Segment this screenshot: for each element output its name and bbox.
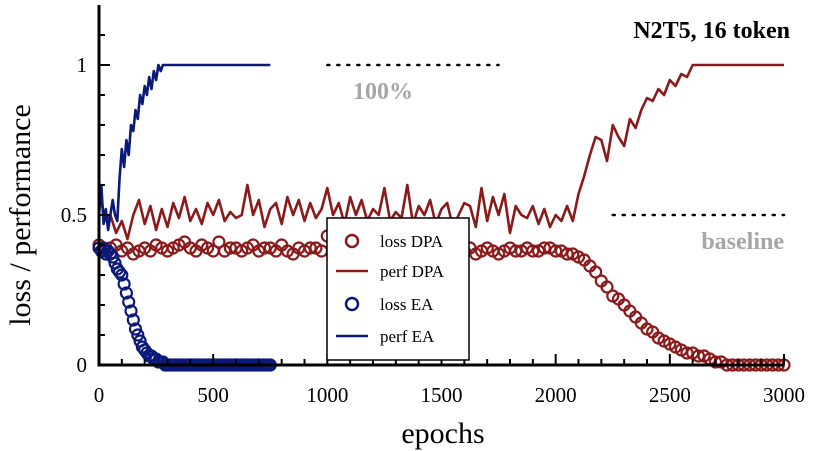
point-loss-ea	[106, 250, 120, 264]
point-loss-ea	[115, 268, 129, 282]
point-loss-dpa	[509, 244, 523, 258]
y-axis-label: loss / performance	[4, 104, 37, 326]
point-loss-ea	[126, 313, 140, 327]
legend-label-loss-ea: loss EA	[380, 295, 434, 314]
tick-labels: 0 500 1000 1500 2000 2500 3000 0 0.5 1	[61, 53, 805, 407]
point-loss-ea	[117, 277, 131, 291]
series-loss-ea	[92, 241, 277, 372]
point-loss-ea	[124, 304, 138, 318]
axes	[97, 5, 785, 367]
legend-label-loss-dpa: loss DPA	[380, 232, 444, 251]
point-loss-dpa	[303, 241, 317, 255]
y-tick-label: 0.5	[61, 203, 87, 227]
ref-label-baseline: baseline	[701, 229, 784, 255]
legend-marker-loss-dpa	[344, 233, 360, 249]
series-line-perf-dpa	[97, 63, 784, 241]
x-tick-label: 500	[197, 383, 229, 407]
legend-marker-loss-ea	[344, 296, 360, 312]
point-loss-ea	[119, 286, 134, 300]
legend-label-perf-ea: perf EA	[380, 327, 435, 346]
x-axis-label: epochs	[401, 417, 484, 450]
point-loss-ea	[122, 295, 136, 309]
x-tick-label: 0	[94, 383, 105, 407]
point-loss-dpa	[526, 244, 540, 258]
point-loss-dpa	[680, 346, 694, 360]
y-tick-label: 0	[77, 353, 88, 377]
series-line-perf-ea	[97, 63, 271, 232]
point-loss-dpa	[691, 349, 706, 363]
legend: loss DPA perf DPA loss EA perf EA	[326, 217, 470, 361]
point-loss-dpa	[257, 241, 272, 255]
point-loss-ea	[128, 322, 143, 336]
point-loss-dpa	[600, 280, 614, 294]
point-loss-dpa	[708, 355, 723, 369]
point-loss-dpa	[549, 244, 563, 258]
point-loss-dpa	[588, 265, 603, 279]
x-tick-label: 1000	[306, 383, 348, 407]
point-loss-ea	[131, 328, 145, 342]
x-tick-label: 2500	[649, 383, 691, 407]
legend-label-perf-dpa: perf DPA	[380, 262, 445, 281]
chart-title: N2T5, 16 token	[633, 18, 790, 44]
point-loss-dpa	[223, 241, 237, 255]
x-tick-label: 3000	[763, 383, 805, 407]
point-loss-dpa	[560, 247, 574, 261]
point-loss-ea	[112, 265, 127, 279]
y-tick-label: 1	[77, 53, 88, 77]
point-loss-dpa	[212, 235, 226, 249]
ref-label-100-percent: 100%	[353, 79, 413, 105]
x-tick-label: 2000	[535, 383, 577, 407]
reference-lines	[326, 63, 786, 217]
point-loss-dpa	[537, 241, 551, 255]
x-tick-label: 1500	[421, 383, 463, 407]
